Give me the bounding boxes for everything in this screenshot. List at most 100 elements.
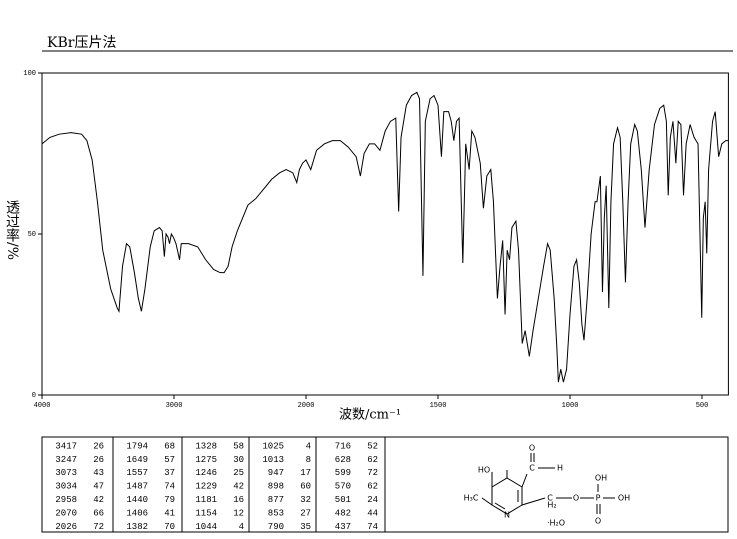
structure-label: C (529, 464, 535, 473)
plot-frame (41, 72, 729, 396)
peak-transmittance: 32 (300, 495, 311, 505)
peak-wavenumber: 570 (335, 482, 351, 492)
structure-label: N (504, 511, 510, 520)
peak-transmittance: 25 (233, 468, 244, 478)
x-tick-label: 1000 (562, 402, 579, 410)
peak-wavenumber: 437 (335, 522, 351, 532)
structure-label: C (547, 494, 553, 503)
peak-wavenumber: 1557 (126, 468, 148, 478)
peak-transmittance: 74 (367, 522, 378, 532)
peak-wavenumber: 2070 (55, 508, 77, 518)
structure-label: H₂ (547, 501, 556, 510)
peak-transmittance: 30 (233, 455, 244, 465)
peak-transmittance: 41 (164, 508, 175, 518)
structure-label: H₃C (464, 494, 479, 503)
peak-transmittance: 79 (164, 495, 175, 505)
peak-wavenumber: 1044 (195, 522, 217, 532)
peak-wavenumber: 898 (268, 482, 284, 492)
peak-transmittance: 62 (367, 455, 378, 465)
peak-transmittance: 47 (93, 482, 104, 492)
peak-transmittance: 42 (233, 482, 244, 492)
peak-wavenumber: 599 (335, 468, 351, 478)
peak-wavenumber: 853 (268, 508, 284, 518)
peak-transmittance: 4 (306, 441, 311, 451)
structure-label: O (573, 494, 579, 503)
peak-transmittance: 52 (367, 441, 378, 451)
peak-transmittance: 35 (300, 522, 311, 532)
peak-transmittance: 68 (164, 441, 175, 451)
peak-wavenumber: 1794 (126, 441, 148, 451)
x-axis-label: 波数/cm⁻¹ (339, 408, 401, 423)
peak-transmittance: 58 (233, 441, 244, 451)
peak-wavenumber: 3417 (55, 441, 77, 451)
structure-label: OH (595, 474, 607, 483)
peak-wavenumber: 1246 (195, 468, 217, 478)
structure-label: P (596, 494, 601, 503)
peak-transmittance: 44 (367, 508, 378, 518)
peak-transmittance: 4 (239, 522, 244, 532)
y-axis-label: 透过率/% (4, 200, 20, 261)
peak-transmittance: 60 (300, 482, 311, 492)
peak-transmittance: 16 (233, 495, 244, 505)
structure-label: O (529, 444, 535, 453)
y-tick-label: 50 (28, 231, 36, 239)
peak-transmittance: 72 (367, 468, 378, 478)
peak-wavenumber: 877 (268, 495, 284, 505)
peak-wavenumber: 628 (335, 455, 351, 465)
peak-wavenumber: 501 (335, 495, 351, 505)
spectrum-line (41, 91, 729, 383)
peak-transmittance: 26 (93, 455, 104, 465)
peak-wavenumber: 2026 (55, 522, 77, 532)
peak-wavenumber: 1181 (195, 495, 217, 505)
structure-bonds (481, 453, 615, 515)
peak-wavenumber: 1440 (126, 495, 148, 505)
x-tick-label: 3000 (166, 402, 183, 410)
peak-wavenumber: 1025 (262, 441, 284, 451)
structure-label: HO (478, 466, 490, 475)
peak-transmittance: 70 (164, 522, 175, 532)
peak-wavenumber: 790 (268, 522, 284, 532)
peak-wavenumber: 1013 (262, 455, 284, 465)
peak-wavenumber: 1328 (195, 441, 217, 451)
structure-label: H (557, 464, 563, 473)
structure-label: O (595, 517, 601, 526)
x-tick-label: 500 (696, 402, 709, 410)
page-title: KBr压片法 (47, 35, 116, 51)
x-tick-label: 1500 (430, 402, 447, 410)
peak-wavenumber: 3073 (55, 468, 77, 478)
peak-wavenumber: 1487 (126, 482, 148, 492)
peak-transmittance: 17 (300, 468, 311, 478)
peak-transmittance: 12 (233, 508, 244, 518)
peak-transmittance: 24 (367, 495, 378, 505)
peak-transmittance: 42 (93, 495, 104, 505)
peak-wavenumber: 716 (335, 441, 351, 451)
peak-transmittance: 43 (93, 468, 104, 478)
peak-wavenumber: 1382 (126, 522, 148, 532)
peak-wavenumber: 2958 (55, 495, 77, 505)
peak-transmittance: 26 (93, 441, 104, 451)
peak-wavenumber: 482 (335, 508, 351, 518)
x-tick-label: 2000 (298, 402, 315, 410)
peak-transmittance: 72 (93, 522, 104, 532)
peak-wavenumber: 947 (268, 468, 284, 478)
peak-wavenumber: 1229 (195, 482, 217, 492)
peak-transmittance: 27 (300, 508, 311, 518)
peak-transmittance: 37 (164, 468, 175, 478)
peak-transmittance: 8 (306, 455, 311, 465)
x-tick-label: 4000 (34, 402, 51, 410)
y-tick-label: 100 (23, 70, 36, 78)
peak-transmittance: 66 (93, 508, 104, 518)
peak-wavenumber: 1154 (195, 508, 217, 518)
peak-wavenumber: 3247 (55, 455, 77, 465)
peak-wavenumber: 1649 (126, 455, 148, 465)
structure-label: OH (618, 494, 630, 503)
peak-wavenumber: 1406 (126, 508, 148, 518)
peak-wavenumber: 1275 (195, 455, 217, 465)
structure-label: ·H₂O (547, 519, 565, 528)
peak-wavenumber: 3034 (55, 482, 77, 492)
peak-transmittance: 74 (164, 482, 175, 492)
y-tick-label: 0 (32, 392, 36, 400)
peak-transmittance: 62 (367, 482, 378, 492)
